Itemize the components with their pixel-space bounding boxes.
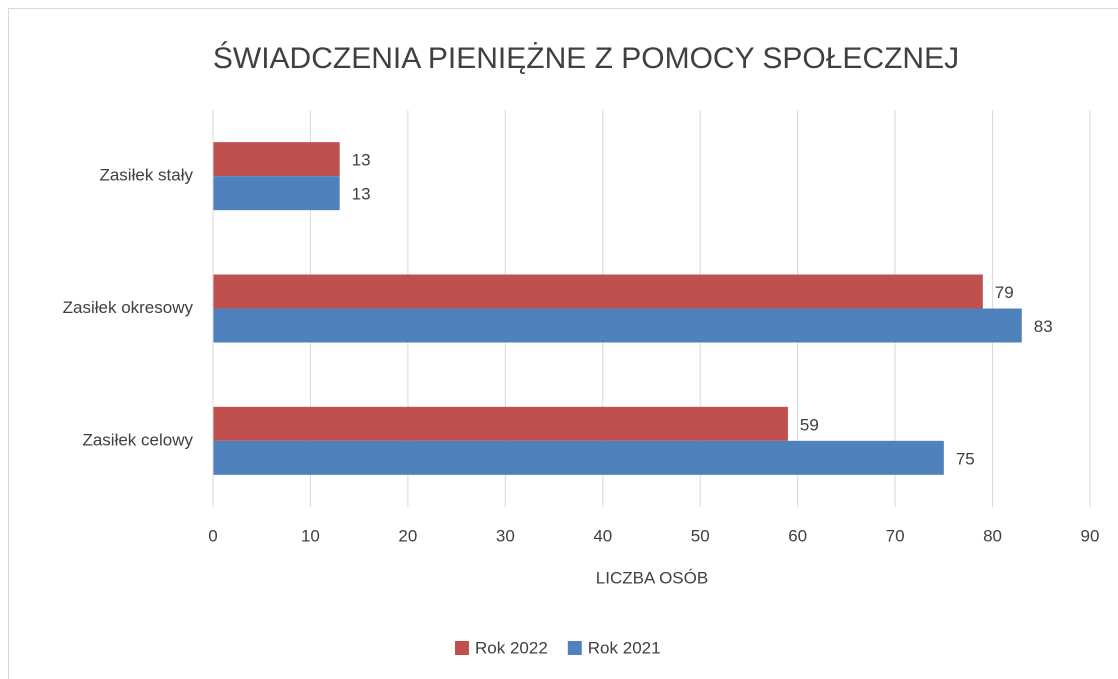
- data-label: 75: [956, 449, 975, 468]
- x-tick-label: 40: [593, 526, 612, 545]
- x-tick-label: 30: [496, 526, 515, 545]
- bar: [213, 406, 788, 441]
- x-tick-label: 60: [788, 526, 807, 545]
- bar: [213, 142, 340, 177]
- data-label: 13: [352, 185, 371, 204]
- x-tick-label: 20: [398, 526, 417, 545]
- y-tick-label: Zasiłek okresowy: [63, 298, 194, 317]
- bar: [213, 308, 1022, 343]
- chart-frame: [8, 8, 1118, 679]
- x-tick-label: 80: [983, 526, 1002, 545]
- y-tick-label: Zasiłek celowy: [82, 430, 193, 449]
- y-tick-label: Zasiłek stały: [99, 166, 193, 185]
- data-label: 79: [995, 283, 1014, 302]
- data-label: 59: [800, 415, 819, 434]
- x-axis-label: LICZBA OSÓB: [596, 568, 708, 587]
- legend-swatch: [567, 641, 582, 655]
- x-tick-label: 90: [1081, 526, 1100, 545]
- legend-label: Rok 2021: [588, 638, 661, 657]
- x-tick-label: 50: [691, 526, 710, 545]
- chart-title: ŚWIADCZENIA PIENIĘŻNE Z POMOCY SPOŁECZNE…: [213, 41, 959, 75]
- x-tick-label: 70: [886, 526, 905, 545]
- data-label: 83: [1034, 317, 1053, 336]
- bar: [213, 274, 983, 309]
- data-label: 13: [352, 151, 371, 170]
- x-tick-label: 0: [208, 526, 217, 545]
- bar: [213, 176, 340, 211]
- bar: [213, 440, 944, 475]
- legend-label: Rok 2022: [475, 638, 548, 657]
- x-tick-label: 10: [301, 526, 320, 545]
- legend-swatch: [455, 641, 469, 655]
